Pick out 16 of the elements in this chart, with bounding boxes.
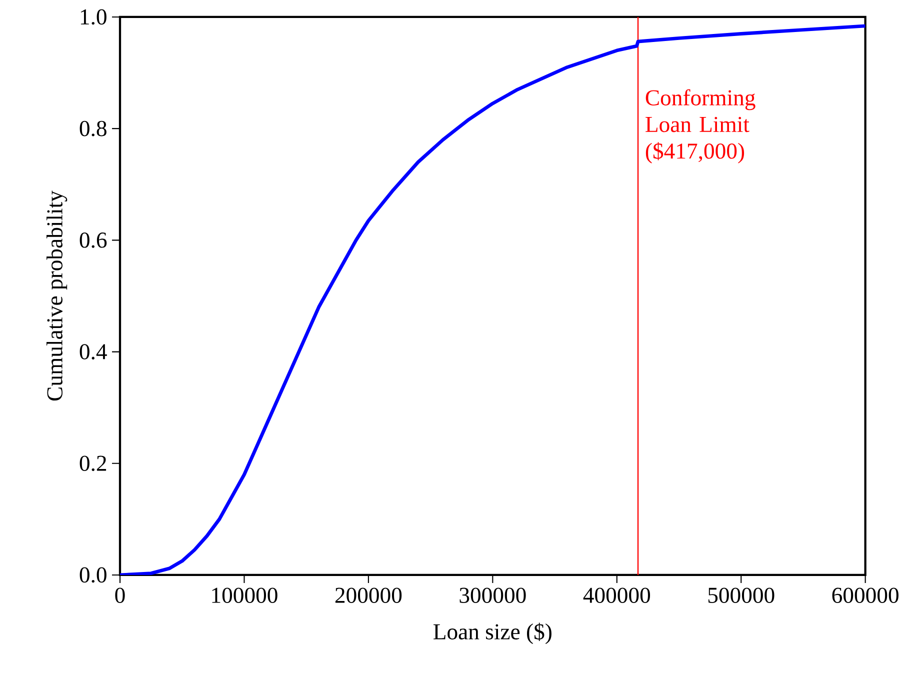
x-tick-label: 500000 xyxy=(708,588,774,603)
y-tick-label: 0.4 xyxy=(80,344,107,360)
x-axis-title: Loan size ($) xyxy=(434,622,552,644)
y-axis-title: Cumulative probability xyxy=(46,190,68,401)
x-tick-label: 100000 xyxy=(212,588,278,603)
ref-line-label: Conforming Loan Limit ($417,000) xyxy=(646,89,756,164)
y-tick-label: 0.8 xyxy=(80,120,106,136)
y-tick-label: 0.2 xyxy=(80,456,106,472)
y-tick-label: 1.0 xyxy=(80,9,106,25)
y-tick-label: 0.6 xyxy=(80,232,107,248)
x-tick-label: 600000 xyxy=(832,588,898,603)
x-tick-label: 200000 xyxy=(335,588,402,603)
x-tick-label: 300000 xyxy=(460,588,526,603)
y-tick-label: 0.0 xyxy=(80,567,106,583)
x-tick-label: 400000 xyxy=(583,588,650,603)
x-tick-label: 0 xyxy=(115,588,125,603)
